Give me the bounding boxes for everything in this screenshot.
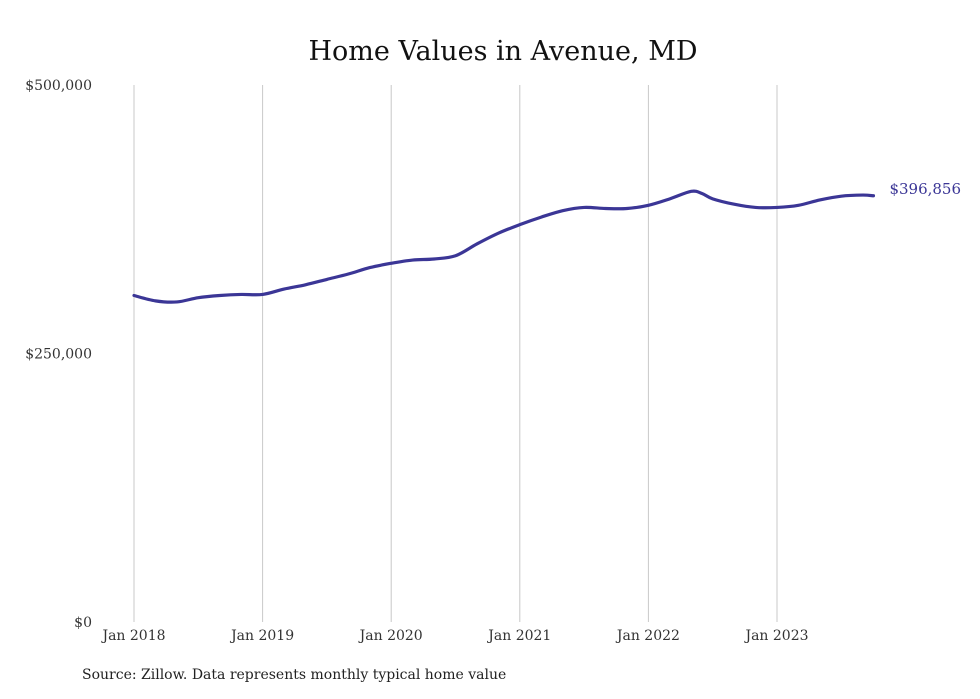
data-point-31 <box>776 206 779 209</box>
data-point-34 <box>840 195 843 198</box>
data-point-19 <box>540 216 543 219</box>
data-point-21 <box>583 206 586 209</box>
data-point-5 <box>240 293 243 296</box>
x-tick-label-4: Jan 2022 <box>615 628 680 644</box>
data-point-7 <box>283 288 286 291</box>
y-tick-label-1: $250,000 <box>25 347 92 363</box>
end-value-label: $396,856 <box>889 180 961 198</box>
data-point-10 <box>347 273 350 276</box>
data-point-6 <box>261 293 264 296</box>
data-point-12 <box>390 262 393 265</box>
x-axis-ticks: Jan 2018 Jan 2019 Jan 2020 Jan 2021 Jan 2022… <box>100 628 808 644</box>
data-point-30 <box>754 206 757 209</box>
series-line <box>132 189 876 304</box>
data-point-33 <box>818 199 821 202</box>
data-point-24 <box>647 204 650 207</box>
data-point-36 <box>872 194 875 197</box>
data-point-18 <box>518 223 521 226</box>
data-point-22 <box>604 207 607 210</box>
x-tick-label-3: Jan 2021 <box>486 628 551 644</box>
data-point-32 <box>797 204 800 207</box>
x-tick-label-0: Jan 2018 <box>100 628 165 644</box>
data-point-35 <box>861 194 864 197</box>
data-point-14 <box>433 258 436 261</box>
grid-lines <box>133 85 778 622</box>
series-layer: $396,856 <box>132 180 961 304</box>
data-point-4 <box>218 294 221 297</box>
data-point-13 <box>411 259 414 262</box>
data-point-15 <box>454 254 457 257</box>
y-axis-ticks: $0 $250,000 $500,000 <box>25 78 92 631</box>
data-point-25 <box>668 197 671 200</box>
data-point-11 <box>368 266 371 269</box>
data-point-2 <box>175 301 178 304</box>
x-tick-label-1: Jan 2019 <box>229 628 294 644</box>
x-tick-label-2: Jan 2020 <box>358 628 423 644</box>
data-point-29 <box>733 203 736 206</box>
data-point-26 <box>690 190 693 193</box>
source-note: Source: Zillow. Data represents monthly … <box>82 667 507 683</box>
data-point-8 <box>304 283 307 286</box>
data-point-16 <box>476 243 479 246</box>
data-point-20 <box>561 209 564 212</box>
data-point-9 <box>326 278 329 281</box>
data-point-1 <box>154 299 157 302</box>
chart-title: Home Values in Avenue, MD <box>309 36 698 67</box>
data-point-28 <box>711 197 714 200</box>
data-point-17 <box>497 232 500 235</box>
y-tick-label-0: $0 <box>74 615 92 631</box>
data-point-23 <box>626 207 629 210</box>
data-point-0 <box>133 294 136 297</box>
data-point-3 <box>197 296 200 299</box>
data-point-27 <box>701 192 704 195</box>
x-tick-label-5: Jan 2023 <box>743 628 808 644</box>
y-tick-label-2: $500,000 <box>25 78 92 94</box>
